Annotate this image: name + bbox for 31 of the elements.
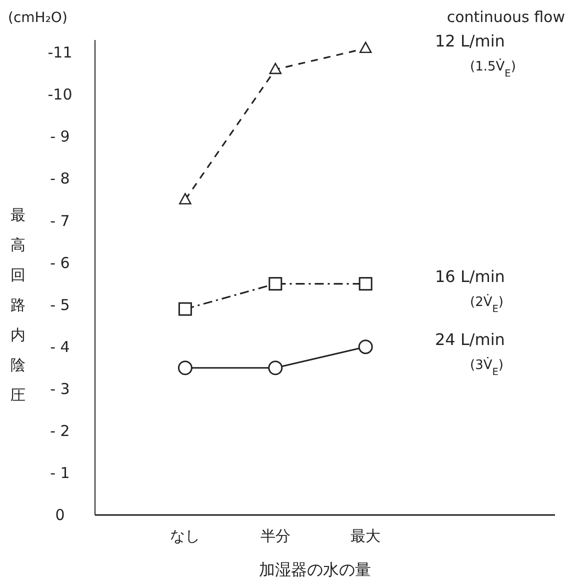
x-tick-label: 最大 (350, 527, 381, 545)
y-tick-label: -10 (48, 86, 72, 104)
x-tick-label: なし (170, 527, 200, 545)
point (358, 277, 372, 291)
point (178, 360, 192, 376)
y-tick-label: 0 (55, 506, 65, 524)
y-tick-label: - 2 (50, 422, 70, 440)
point (179, 193, 192, 204)
x-tick-label: 半分 (260, 527, 290, 545)
y-tick-label: - 3 (50, 380, 70, 398)
y-tick-label: - 4 (50, 338, 70, 356)
point (178, 302, 192, 316)
x-axis-title: 加湿器の水の量 (259, 560, 371, 579)
point (268, 277, 282, 291)
y-tick-label: - 5 (50, 296, 70, 314)
text: 12 L/min (1.5V̇$_{E}$) (435, 31, 516, 79)
y-tick-label: - 6 (50, 254, 70, 272)
y-tick-label: -11 (48, 44, 72, 62)
text: (cmH₂O) (8, 10, 68, 26)
y-tick-label: - 1 (50, 464, 70, 482)
y-tick-label: - 8 (50, 170, 70, 188)
point (269, 62, 282, 74)
point (358, 340, 373, 354)
text: 24 L/min (3V̇$_{E}$) (435, 330, 505, 378)
point (359, 42, 372, 54)
point (268, 360, 283, 376)
y-axis-title: 最高回路内陰圧 (10, 206, 26, 404)
legend-title: continuous flow (446, 8, 565, 26)
y-tick-label: - 9 (50, 128, 70, 146)
y-tick-label: - 7 (50, 212, 70, 230)
text: 16 L/min (2V̇$_{E}$) (435, 266, 505, 314)
